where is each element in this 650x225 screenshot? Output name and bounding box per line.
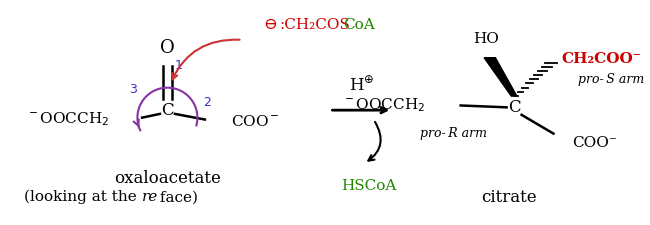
Text: pro- S arm: pro- S arm (578, 73, 644, 86)
Text: re: re (142, 190, 159, 204)
Text: O: O (160, 39, 175, 57)
Text: 2: 2 (203, 96, 211, 109)
Polygon shape (484, 58, 517, 96)
Text: :CH₂COS: :CH₂COS (280, 18, 351, 32)
Text: COO$^-$: COO$^-$ (231, 114, 280, 129)
Text: face): face) (155, 190, 198, 204)
Text: oxaloacetate: oxaloacetate (114, 170, 221, 187)
Text: C: C (161, 102, 174, 119)
Text: 3: 3 (129, 83, 137, 96)
Text: HO: HO (473, 32, 499, 45)
Text: ⊖: ⊖ (263, 16, 278, 33)
Text: CH₂COO⁻: CH₂COO⁻ (561, 52, 641, 66)
Text: pro- R arm: pro- R arm (420, 127, 487, 140)
Text: COO⁻: COO⁻ (572, 136, 617, 150)
Text: 1: 1 (175, 59, 183, 72)
Text: $^-$OOCCH$_2$: $^-$OOCCH$_2$ (26, 111, 109, 128)
Text: C: C (508, 99, 521, 116)
Text: (looking at the: (looking at the (25, 190, 142, 205)
Text: H$^{\oplus}$: H$^{\oplus}$ (348, 77, 374, 96)
Text: HSCoA: HSCoA (341, 179, 396, 193)
Text: CoA: CoA (344, 18, 375, 32)
Text: citrate: citrate (482, 189, 537, 206)
Text: $^-$OOCCH$_2$: $^-$OOCCH$_2$ (342, 97, 425, 114)
